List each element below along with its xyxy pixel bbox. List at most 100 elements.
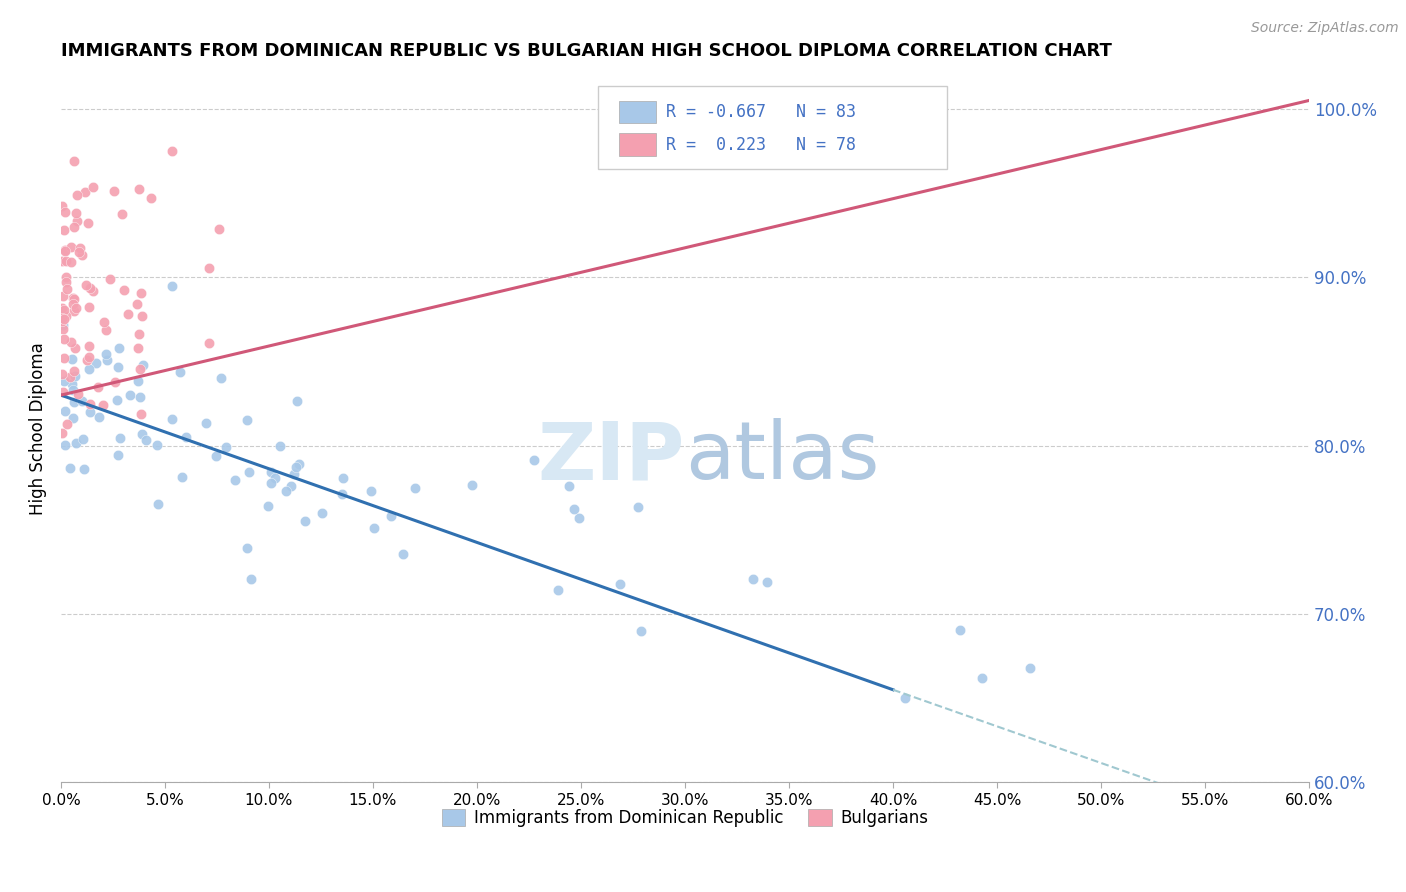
Point: [84, 356, 107, 370]
Point: [169, 365, 191, 379]
Point: [224, 473, 246, 487]
Point: [568, 511, 591, 525]
Point: [257, 499, 280, 513]
Point: [51, 310, 73, 325]
Point: [51, 301, 73, 315]
Point: [630, 624, 652, 639]
Point: [972, 671, 994, 685]
Point: [209, 371, 232, 385]
Point: [82, 179, 104, 194]
Point: [53, 244, 76, 258]
Point: [67, 244, 90, 259]
Point: [72, 432, 94, 446]
Point: [62, 297, 84, 311]
Point: [627, 500, 650, 514]
Point: [260, 475, 283, 490]
Point: [52, 318, 75, 333]
Point: [118, 388, 141, 402]
Text: ZIP: ZIP: [537, 418, 685, 496]
Point: [288, 457, 311, 471]
Point: [263, 471, 285, 485]
Point: [53, 438, 76, 452]
Point: [91, 399, 114, 413]
Point: [53, 333, 76, 347]
Point: [360, 483, 382, 498]
Point: [53, 222, 76, 236]
Point: [77, 216, 100, 230]
Point: [146, 438, 169, 452]
Point: [63, 219, 86, 234]
Point: [52, 374, 75, 388]
Point: [562, 502, 585, 516]
Point: [170, 469, 193, 483]
Point: [53, 243, 76, 257]
Point: [53, 312, 76, 326]
Point: [117, 307, 139, 321]
Point: [53, 302, 76, 317]
Point: [269, 439, 291, 453]
Y-axis label: High School Diploma: High School Diploma: [30, 343, 46, 516]
Point: [69, 242, 91, 256]
Point: [146, 497, 169, 511]
FancyBboxPatch shape: [619, 133, 657, 156]
Point: [60, 351, 83, 366]
Point: [65, 206, 87, 220]
Point: [127, 341, 149, 355]
Point: [59, 461, 82, 475]
Point: [107, 448, 129, 462]
Point: [194, 417, 217, 431]
Point: [94, 322, 117, 336]
Point: [240, 572, 263, 586]
Point: [72, 462, 94, 476]
Text: Source: ZipAtlas.com: Source: ZipAtlas.com: [1251, 21, 1399, 35]
Text: IMMIGRANTS FROM DOMINICAN REPUBLIC VS BULGARIAN HIGH SCHOOL DIPLOMA CORRELATION : IMMIGRANTS FROM DOMINICAN REPUBLIC VS BU…: [60, 42, 1112, 60]
Point: [55, 275, 77, 289]
Point: [51, 254, 73, 268]
Point: [62, 293, 84, 307]
Point: [283, 467, 305, 482]
Point: [52, 385, 75, 400]
Point: [65, 436, 87, 450]
Point: [52, 288, 75, 302]
Point: [59, 370, 82, 384]
Point: [127, 374, 149, 388]
Point: [894, 690, 917, 705]
Text: R =  0.223   N = 78: R = 0.223 N = 78: [666, 136, 856, 153]
Point: [103, 185, 125, 199]
Point: [63, 303, 86, 318]
Point: [60, 377, 83, 392]
Point: [215, 440, 238, 454]
Point: [111, 207, 134, 221]
Point: [79, 281, 101, 295]
Point: [62, 410, 84, 425]
Point: [62, 291, 84, 305]
Point: [56, 417, 79, 431]
Point: [205, 450, 228, 464]
Point: [112, 283, 135, 297]
Point: [55, 309, 77, 323]
Point: [404, 481, 426, 495]
Point: [129, 408, 152, 422]
Point: [77, 351, 100, 365]
Point: [330, 487, 353, 501]
Point: [238, 465, 260, 479]
Point: [55, 282, 77, 296]
Point: [198, 335, 221, 350]
Point: [52, 322, 75, 336]
Point: [523, 453, 546, 467]
Point: [51, 426, 73, 441]
Point: [62, 395, 84, 409]
Point: [108, 432, 131, 446]
FancyBboxPatch shape: [598, 86, 948, 169]
Point: [79, 405, 101, 419]
Point: [391, 547, 413, 561]
Point: [79, 361, 101, 376]
Point: [96, 353, 118, 368]
Point: [53, 404, 76, 418]
Point: [461, 478, 484, 492]
Point: [311, 506, 333, 520]
Point: [79, 301, 101, 315]
Point: [60, 240, 83, 254]
Point: [132, 358, 155, 372]
FancyBboxPatch shape: [619, 101, 657, 123]
